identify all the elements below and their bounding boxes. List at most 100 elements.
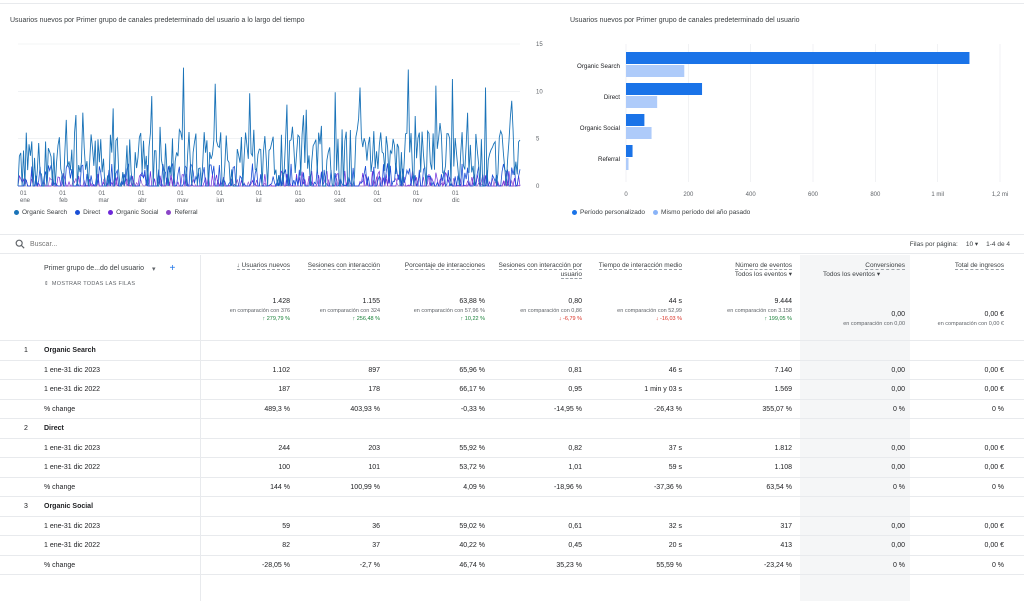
legend-item[interactable]: Organic Social — [108, 209, 158, 216]
table-cell: 20 s — [668, 542, 682, 549]
dimension-selector[interactable]: Primer grupo de...do del usuario ▾ + — [44, 263, 175, 274]
table-row[interactable]: 1 ene-31 dic 2022 187 178 66,17 % 0,95 1 min … — [0, 380, 1024, 400]
legend-dot-icon — [166, 210, 172, 215]
bar-current-period[interactable] — [626, 114, 645, 126]
table-cell: 317 — [780, 522, 792, 530]
legend-item[interactable]: Organic Search — [14, 209, 67, 216]
table-row[interactable]: 1 ene-31 dic 2022 82 37 40,22 % 0,45 20 s 413 0… — [0, 536, 1024, 556]
bar-previous-year[interactable] — [626, 65, 685, 77]
table-cell: 897 — [368, 366, 380, 374]
column-header[interactable]: Tiempo de interacción medio — [598, 262, 682, 270]
column-header[interactable]: Total de ingresos — [954, 262, 1004, 270]
table-cell: 0,00 — [891, 522, 905, 530]
rows-per-page-select[interactable]: 10 ▾ — [965, 241, 979, 248]
table-row[interactable]: % change -28,05 % -2,7 % 46,74 % 35,23 % 55,5… — [0, 556, 1024, 575]
table-cell: 0,00 — [891, 464, 905, 471]
table-row[interactable]: 1 ene-31 dic 2023 244 203 55,92 % 0,82 37 s 1.… — [0, 439, 1024, 458]
table-cell: 0 % — [892, 405, 905, 413]
metric-event-selector[interactable]: Todos los eventos ▾ — [823, 271, 881, 278]
bar-previous-year[interactable] — [626, 96, 658, 108]
table-row[interactable]: 1 ene-31 dic 2023 59 36 59,02 % 0,61 32 s 317 0… — [0, 517, 1024, 536]
svg-text:01: 01 — [295, 191, 302, 197]
svg-text:jul: jul — [255, 198, 262, 202]
page-range: 1-4 de 4 — [986, 240, 1010, 248]
column-header[interactable]: Porcentaje de interacciones — [404, 262, 485, 270]
column-header[interactable]: Sesiones con interacción — [307, 262, 380, 270]
metric-event-selector[interactable]: Todos los eventos ▾ — [734, 271, 792, 278]
table-cell: 59 — [282, 522, 290, 530]
table-cell: 244 — [278, 444, 290, 452]
table-cell: 46,74 % — [459, 561, 485, 569]
legend-dot-icon — [108, 210, 114, 215]
column-total: 0,00 en comparación con 0,00 — [843, 311, 905, 327]
line-chart[interactable]: 15105001ene01feb01mar01abr01may01jun01ju… — [10, 30, 555, 202]
table-cell: 0,81 — [568, 366, 582, 374]
table-cell: 63,54 % — [766, 483, 792, 491]
table-cell: 187 — [278, 386, 290, 393]
column-total: 44 s en comparación con 52,99 ↓ -16,03 % — [617, 298, 682, 322]
svg-text:abr: abr — [138, 198, 147, 202]
bar-previous-year[interactable] — [626, 158, 629, 170]
row-label: % change — [44, 405, 76, 413]
column-header[interactable]: Sesiones con interacción por usuario — [498, 262, 582, 279]
add-dimension-icon[interactable]: + — [169, 263, 176, 274]
table-group-row[interactable]: 3 Organic Social — [0, 497, 1024, 517]
bar-current-period[interactable] — [626, 145, 633, 157]
show-all-rows-button[interactable]: ⇕ MOSTRAR TODAS LAS FILAS — [44, 281, 136, 287]
svg-text:01: 01 — [99, 191, 106, 197]
table-cell: 53,72 % — [459, 464, 485, 471]
legend-item[interactable]: Referral — [166, 209, 198, 216]
table-cell: 1.102 — [272, 366, 290, 374]
bar-current-period[interactable] — [626, 52, 970, 64]
search-input[interactable] — [30, 240, 230, 248]
legend-item[interactable]: Direct — [75, 209, 100, 216]
table-cell: -14,95 % — [553, 405, 582, 413]
legend-item[interactable]: Período personalizado — [572, 209, 645, 216]
table-row[interactable]: 1 ene-31 dic 2022 100 101 53,72 % 1,01 59 s 1.… — [0, 458, 1024, 478]
table-row[interactable]: % change 489,3 % 403,93 % -0,33 % -14,95 % -2… — [0, 400, 1024, 419]
svg-text:01: 01 — [59, 191, 66, 197]
table-group-row[interactable]: 1 Organic Search — [0, 341, 1024, 361]
column-header[interactable]: Número de eventos Todos los eventos ▾ — [692, 261, 792, 279]
bar-previous-year[interactable] — [626, 127, 652, 139]
x-tick-label: 1,2 mi — [992, 192, 1008, 198]
table-cell: 0,00 — [891, 386, 905, 393]
table-cell: 0,00 € — [984, 444, 1004, 452]
line-chart-title: Usuarios nuevos por Primer grupo de cana… — [10, 17, 305, 24]
table-row[interactable]: 1 ene-31 dic 2023 1.102 897 65,96 % 0,81 46 s… — [0, 361, 1024, 380]
row-label: 1 ene-31 dic 2023 — [44, 444, 101, 452]
table-cell: -26,43 % — [653, 405, 682, 413]
table-toolbar: Filas por página: 10 ▾ 1-4 de 4 — [0, 234, 1024, 254]
row-label: Organic Social — [44, 503, 94, 510]
column-total: 63,88 % en comparación con 57,96 % ↑ 10,22… — [413, 298, 485, 322]
table-row[interactable]: % change 144 % 100,99 % 4,09 % -18,96 % -37,3… — [0, 478, 1024, 497]
table-cell: 0 % — [991, 405, 1004, 413]
y-tick-label: 15 — [536, 42, 543, 48]
x-tick-label: 1 mil — [931, 192, 944, 198]
table-cell: 46 s — [668, 366, 682, 374]
table-cell: 0,00 — [891, 542, 905, 549]
series-line-referral — [18, 176, 521, 188]
search-icon — [15, 239, 25, 249]
svg-text:ago: ago — [295, 198, 306, 202]
series-line-organic-search — [17, 67, 521, 187]
bar-chart[interactable]: 0 200 400 600 800 1 mil 1,2 mi Organic Search Di… — [560, 30, 1020, 205]
column-header[interactable]: Conversiones Todos los eventos ▾ — [823, 262, 905, 278]
table-cell: -37,36 % — [653, 483, 682, 491]
legend-item[interactable]: Mismo período del año pasado — [653, 209, 750, 216]
table-group-row[interactable]: 2 Direct — [0, 419, 1024, 439]
table-cell: 0,00 € — [984, 366, 1004, 374]
expand-icon: ⇕ — [44, 281, 49, 287]
bar-category-label: Organic Search — [577, 63, 621, 70]
top-divider — [0, 0, 1024, 4]
table-cell: 0 % — [892, 561, 905, 569]
column-header[interactable]: ↓ Usuarios nuevos — [236, 262, 290, 270]
bar-current-period[interactable] — [626, 83, 703, 95]
table-cell: 1.569 — [774, 386, 792, 393]
table-cell: 35,23 % — [556, 561, 582, 569]
